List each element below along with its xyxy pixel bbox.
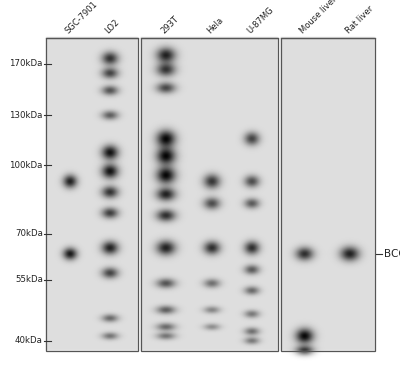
Bar bbox=[141, 38, 278, 351]
Text: 70kDa: 70kDa bbox=[15, 229, 43, 238]
Bar bbox=[46, 38, 138, 351]
Text: Mouse liver: Mouse liver bbox=[298, 0, 339, 36]
Text: 170kDa: 170kDa bbox=[10, 59, 43, 68]
Text: 100kDa: 100kDa bbox=[10, 161, 43, 170]
Text: Rat liver: Rat liver bbox=[344, 4, 375, 36]
Text: SGC-7901: SGC-7901 bbox=[64, 0, 100, 36]
Text: U-87MG: U-87MG bbox=[246, 6, 276, 36]
Text: Hela: Hela bbox=[206, 16, 226, 36]
Text: 40kDa: 40kDa bbox=[15, 336, 43, 345]
Bar bbox=[281, 38, 375, 351]
Text: 55kDa: 55kDa bbox=[15, 275, 43, 284]
Text: 293T: 293T bbox=[160, 15, 181, 36]
Text: LO2: LO2 bbox=[104, 18, 122, 36]
Text: BCO2: BCO2 bbox=[384, 249, 400, 259]
Text: 130kDa: 130kDa bbox=[10, 111, 43, 120]
